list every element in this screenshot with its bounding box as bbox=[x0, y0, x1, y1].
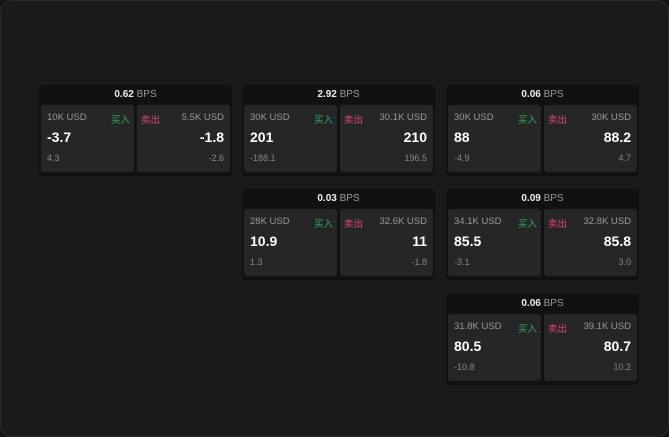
buy-qty: 31.8K USD bbox=[454, 321, 502, 332]
buy-label: 买入 bbox=[517, 324, 537, 335]
spread-value: 2.92 bbox=[317, 89, 337, 100]
sell-qty: 32.8K USD bbox=[583, 216, 631, 227]
spread-value: 0.62 bbox=[114, 89, 134, 100]
buy-price: 80.5 bbox=[454, 338, 482, 354]
buy-change: 1.3 bbox=[250, 257, 263, 267]
sell-price: 88.2 bbox=[603, 129, 631, 145]
spread-value: 0.06 bbox=[521, 298, 541, 309]
sell-qty: 39.1K USD bbox=[583, 321, 631, 332]
buy-qty: 34.1K USD bbox=[454, 216, 502, 227]
quote-card: 0.06 BPS 30K USD 买入 88 -4.9 卖出 30K USD 88.2 4.… bbox=[446, 85, 639, 176]
spread-unit: BPS bbox=[543, 193, 564, 204]
buy-label: 买入 bbox=[313, 115, 333, 126]
buy-qty: 10K USD bbox=[47, 112, 87, 123]
buy-cell[interactable]: 10K USD 买入 -3.7 4.3 bbox=[41, 105, 134, 172]
sell-label: 卖出 bbox=[141, 115, 161, 126]
sell-qty: 30.1K USD bbox=[379, 112, 427, 123]
buy-price: 88 bbox=[454, 129, 470, 145]
sell-label: 卖出 bbox=[548, 115, 568, 126]
sell-change: 3.0 bbox=[618, 257, 631, 267]
buy-cell[interactable]: 30K USD 买入 201 -188.1 bbox=[244, 105, 337, 172]
spread-unit: BPS bbox=[136, 89, 157, 100]
sell-change: 4.7 bbox=[618, 153, 631, 163]
sell-label: 卖出 bbox=[344, 219, 364, 230]
spread-header: 0.09 BPS bbox=[446, 189, 639, 209]
sell-price: 85.8 bbox=[603, 233, 631, 249]
spread-header: 0.62 BPS bbox=[39, 85, 232, 105]
buy-cell[interactable]: 28K USD 买入 10.9 1.3 bbox=[244, 209, 337, 276]
spread-header: 0.06 BPS bbox=[446, 294, 639, 314]
quote-card: 0.62 BPS 10K USD 买入 -3.7 4.3 卖出 5.5K USD -1.8… bbox=[39, 85, 232, 176]
sell-label: 卖出 bbox=[344, 115, 364, 126]
spread-value: 0.03 bbox=[317, 193, 337, 204]
spread-header: 0.06 BPS bbox=[446, 85, 639, 105]
spread-header: 0.03 BPS bbox=[242, 189, 435, 209]
buy-label: 买入 bbox=[517, 115, 537, 126]
buy-qty: 28K USD bbox=[250, 216, 290, 227]
quote-card: 0.09 BPS 34.1K USD 买入 85.5 -3.1 卖出 32.8K USD… bbox=[446, 189, 639, 280]
spread-header: 2.92 BPS bbox=[242, 85, 435, 105]
sell-label: 卖出 bbox=[548, 219, 568, 230]
sell-cell[interactable]: 卖出 30K USD 88.2 4.7 bbox=[544, 105, 637, 172]
buy-label: 买入 bbox=[313, 219, 333, 230]
sell-price: 11 bbox=[412, 233, 427, 249]
buy-label: 买入 bbox=[517, 219, 537, 230]
buy-change: -4.9 bbox=[454, 153, 470, 163]
sell-price: 80.7 bbox=[603, 338, 631, 354]
buy-change: -10.8 bbox=[454, 362, 475, 372]
buy-price: 10.9 bbox=[250, 233, 278, 249]
buy-cell[interactable]: 31.8K USD 买入 80.5 -10.8 bbox=[448, 314, 541, 381]
buy-label: 买入 bbox=[110, 115, 130, 126]
spread-unit: BPS bbox=[543, 89, 564, 100]
spread-value: 0.09 bbox=[521, 193, 541, 204]
sell-qty: 30K USD bbox=[591, 112, 631, 123]
buy-price: 201 bbox=[250, 129, 274, 145]
sell-change: -2.6 bbox=[208, 153, 224, 163]
buy-cell[interactable]: 34.1K USD 买入 85.5 -3.1 bbox=[448, 209, 541, 276]
sell-cell[interactable]: 卖出 39.1K USD 80.7 10.2 bbox=[544, 314, 637, 381]
buy-change: 4.3 bbox=[47, 153, 60, 163]
quote-card: 2.92 BPS 30K USD 买入 201 -188.1 卖出 30.1K USD 2… bbox=[242, 85, 435, 176]
quote-card: 0.03 BPS 28K USD 买入 10.9 1.3 卖出 32.6K USD 11 -… bbox=[242, 189, 435, 280]
quote-card: 0.06 BPS 31.8K USD 买入 80.5 -10.8 卖出 39.1K US… bbox=[446, 294, 639, 385]
buy-qty: 30K USD bbox=[250, 112, 290, 123]
sell-cell[interactable]: 卖出 32.6K USD 11 -1.8 bbox=[340, 209, 433, 276]
sell-change: 10.2 bbox=[613, 362, 631, 372]
sell-qty: 5.5K USD bbox=[181, 112, 224, 123]
sell-change: 196.5 bbox=[404, 153, 427, 163]
buy-change: -188.1 bbox=[250, 153, 276, 163]
sell-cell[interactable]: 卖出 5.5K USD -1.8 -2.6 bbox=[137, 105, 230, 172]
buy-qty: 30K USD bbox=[454, 112, 494, 123]
buy-price: -3.7 bbox=[47, 129, 72, 145]
sell-qty: 32.6K USD bbox=[379, 216, 427, 227]
sell-cell[interactable]: 卖出 32.8K USD 85.8 3.0 bbox=[544, 209, 637, 276]
buy-price: 85.5 bbox=[454, 233, 482, 249]
sell-label: 卖出 bbox=[548, 324, 568, 335]
sell-price: 210 bbox=[403, 129, 427, 145]
buy-cell[interactable]: 30K USD 买入 88 -4.9 bbox=[448, 105, 541, 172]
spread-unit: BPS bbox=[543, 298, 564, 309]
buy-change: -3.1 bbox=[454, 257, 470, 267]
sell-price: -1.8 bbox=[199, 129, 224, 145]
spread-value: 0.06 bbox=[521, 89, 541, 100]
sell-cell[interactable]: 卖出 30.1K USD 210 196.5 bbox=[340, 105, 433, 172]
spread-unit: BPS bbox=[339, 193, 360, 204]
spread-unit: BPS bbox=[339, 89, 360, 100]
sell-change: -1.8 bbox=[411, 257, 427, 267]
